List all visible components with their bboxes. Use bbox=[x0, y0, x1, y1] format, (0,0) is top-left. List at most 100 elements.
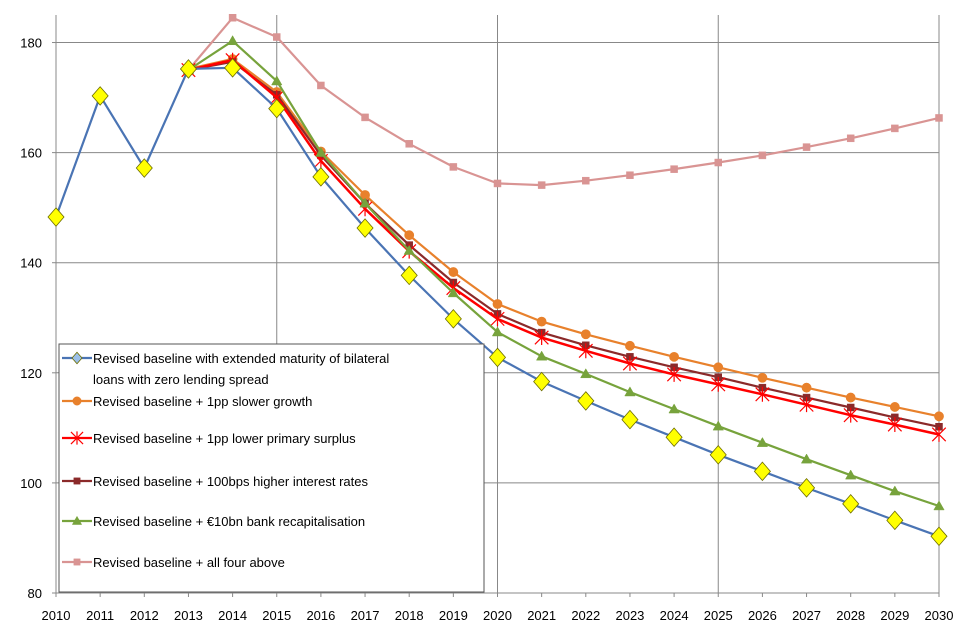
data-point bbox=[757, 372, 768, 383]
data-point bbox=[448, 267, 459, 277]
data-point bbox=[666, 367, 682, 382]
data-point bbox=[534, 330, 549, 346]
data-point bbox=[799, 397, 814, 413]
legend-entry-3: Revised baseline + 1pp lower primary sur… bbox=[62, 431, 356, 446]
data-point bbox=[490, 311, 505, 327]
legend-marker bbox=[71, 515, 83, 525]
legend-entry-5: Revised baseline + €10bn bank recapitali… bbox=[62, 514, 365, 529]
data-point bbox=[315, 146, 327, 157]
data-point bbox=[756, 437, 769, 447]
data-point bbox=[580, 329, 591, 340]
x-tick-label: 2025 bbox=[704, 608, 733, 623]
data-point bbox=[361, 113, 369, 122]
data-point bbox=[578, 343, 593, 359]
x-tick-label: 2015 bbox=[262, 608, 291, 623]
data-point bbox=[798, 478, 816, 498]
x-tick-label: 2016 bbox=[306, 608, 335, 623]
x-tick-label: 2012 bbox=[130, 608, 159, 623]
data-point bbox=[312, 167, 330, 187]
data-point bbox=[801, 382, 812, 393]
data-point bbox=[753, 461, 771, 482]
data-point bbox=[400, 265, 418, 286]
data-point bbox=[179, 59, 197, 79]
data-point bbox=[91, 86, 109, 106]
y-tick-label: 180 bbox=[20, 36, 42, 51]
x-tick-label: 2020 bbox=[483, 608, 512, 623]
data-point bbox=[444, 309, 462, 329]
data-point bbox=[800, 453, 813, 464]
y-tick-label: 100 bbox=[20, 476, 42, 491]
y-tick-label: 160 bbox=[20, 146, 42, 161]
data-point bbox=[887, 417, 903, 432]
data-point bbox=[317, 81, 325, 90]
data-point bbox=[886, 510, 904, 531]
data-point bbox=[488, 347, 507, 368]
data-point bbox=[933, 500, 945, 511]
data-point bbox=[537, 181, 546, 189]
data-point bbox=[580, 368, 592, 379]
data-point bbox=[268, 98, 286, 119]
legend-marker bbox=[70, 431, 84, 445]
data-point bbox=[713, 362, 724, 373]
series-line bbox=[188, 60, 940, 428]
x-tick-label: 2014 bbox=[218, 608, 247, 623]
x-tick-label: 2030 bbox=[925, 608, 954, 623]
data-point bbox=[449, 163, 458, 171]
data-point bbox=[935, 114, 943, 122]
legend-label: loans with zero lending spread bbox=[93, 372, 269, 387]
data-point bbox=[846, 134, 855, 143]
legend-entry-1: Revised baseline with extended maturity … bbox=[62, 351, 389, 387]
data-point bbox=[712, 420, 724, 431]
data-point bbox=[889, 402, 900, 412]
data-point bbox=[224, 58, 242, 78]
data-point bbox=[621, 409, 639, 430]
data-point bbox=[709, 445, 727, 465]
data-point bbox=[228, 14, 237, 22]
data-point bbox=[447, 287, 459, 298]
legend-marker bbox=[73, 558, 81, 566]
data-point bbox=[842, 494, 860, 514]
legend-label: Revised baseline + 1pp lower primary sur… bbox=[93, 431, 356, 446]
data-point bbox=[405, 140, 413, 148]
series-1 bbox=[47, 58, 948, 547]
series-line bbox=[188, 58, 940, 436]
data-point bbox=[533, 371, 551, 392]
y-tick-label: 80 bbox=[28, 586, 42, 601]
x-tick-label: 2027 bbox=[792, 608, 821, 623]
data-point bbox=[492, 299, 503, 309]
x-tick-label: 2019 bbox=[439, 608, 468, 623]
legend-label: Revised baseline with extended maturity … bbox=[93, 351, 389, 366]
data-point bbox=[668, 403, 680, 414]
data-point bbox=[802, 143, 811, 151]
data-point bbox=[930, 526, 948, 547]
legend-marker bbox=[72, 396, 82, 406]
legend-label: Revised baseline + all four above bbox=[93, 555, 285, 570]
data-point bbox=[47, 207, 65, 227]
x-tick-label: 2024 bbox=[660, 608, 689, 623]
data-point bbox=[404, 230, 415, 241]
data-point bbox=[670, 165, 678, 173]
x-tick-label: 2018 bbox=[395, 608, 424, 623]
data-point bbox=[625, 340, 635, 351]
y-tick-labels: 80 100 120 140 160 180 bbox=[20, 36, 42, 601]
x-tick-labels: 2010 2011 2012 2013 2014 2015 2016 2017 2018 2019… bbox=[42, 608, 954, 623]
data-point bbox=[714, 158, 722, 167]
series-line bbox=[187, 16, 940, 187]
legend-marker bbox=[71, 351, 83, 365]
data-point bbox=[493, 179, 502, 188]
data-point bbox=[665, 427, 683, 448]
data-point bbox=[226, 35, 239, 46]
data-point bbox=[582, 176, 590, 185]
data-point bbox=[758, 151, 767, 160]
legend-entry-4: Revised baseline + 100bps higher interes… bbox=[62, 474, 368, 489]
data-point bbox=[622, 356, 638, 371]
series-6 bbox=[184, 14, 943, 189]
x-tick-label: 2010 bbox=[42, 608, 71, 623]
data-point bbox=[891, 124, 899, 133]
data-point bbox=[271, 75, 283, 86]
x-tick-label: 2017 bbox=[351, 608, 380, 623]
data-point bbox=[273, 33, 281, 41]
y-tick-label: 140 bbox=[20, 256, 42, 271]
x-tick-label: 2011 bbox=[86, 608, 114, 623]
x-tick-label: 2026 bbox=[748, 608, 777, 623]
